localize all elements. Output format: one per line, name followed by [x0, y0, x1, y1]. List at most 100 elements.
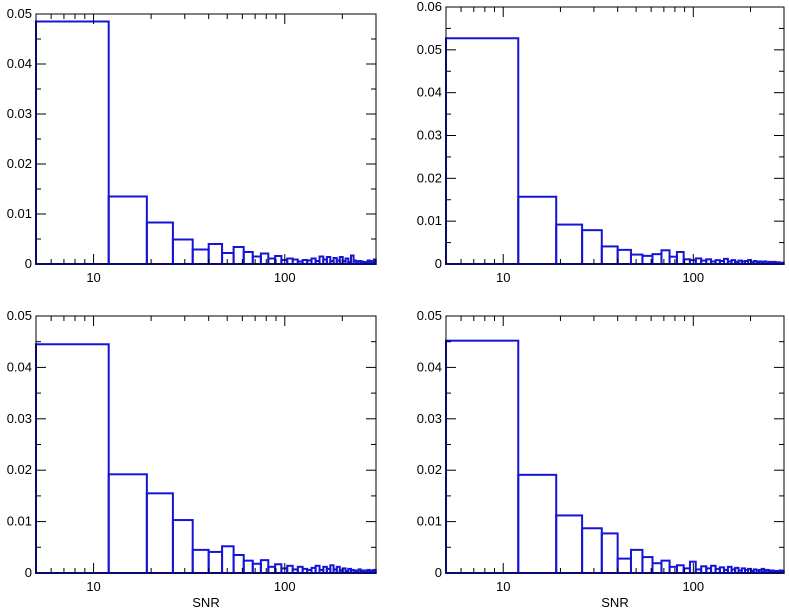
histogram-bar [171, 238, 194, 265]
histogram-bar [207, 243, 224, 265]
y-axis-ticks [36, 315, 376, 574]
y-tick-label: 0.01 [417, 514, 442, 529]
y-tick-label: 0.02 [417, 170, 442, 185]
histogram-bar [517, 195, 558, 265]
plot-frame [445, 315, 785, 574]
y-axis-ticks [446, 6, 784, 265]
x-tick-label: 100 [682, 270, 704, 285]
x-tick-label: 10 [496, 579, 510, 594]
histogram-bar [145, 492, 174, 574]
histogram-bar [555, 223, 584, 265]
x-axis-ticks [445, 316, 785, 573]
y-tick-label: 0.05 [417, 308, 442, 323]
histogram-bar [600, 532, 619, 574]
histogram-bar [660, 249, 671, 265]
histogram-panel-bottom-left: 0 0.01 0.02 0.03 0.04 0.05 10 100 SNR [7, 308, 377, 610]
histogram-bar [259, 252, 270, 265]
histogram-bar [251, 255, 262, 265]
x-axis-label: SNR [192, 595, 219, 610]
histogram-bar [251, 562, 262, 574]
y-axis-ticks [446, 315, 784, 574]
x-axis-ticks [35, 14, 377, 264]
plot-frame [35, 13, 377, 265]
histogram-bars [445, 339, 785, 575]
y-tick-label: 0.05 [7, 6, 32, 21]
histogram-bar [242, 559, 254, 574]
histogram-bar [675, 564, 685, 574]
histogram-bar [445, 37, 520, 265]
histogram-bar [207, 550, 224, 574]
histogram-bar [651, 562, 663, 574]
y-axis-ticks [36, 13, 376, 265]
y-tick-label: 0 [25, 565, 32, 580]
y-tick-label: 0.05 [7, 308, 32, 323]
histogram-panel-top-right: 0 0.01 0.02 0.03 0.04 0.05 0.06 10 100 [417, 0, 785, 285]
y-tick-label: 0.03 [7, 106, 32, 121]
histogram-bar [581, 527, 603, 575]
x-tick-label: 100 [274, 270, 296, 285]
y-tick-label: 0.01 [7, 206, 32, 221]
y-tick-label: 0.03 [7, 411, 32, 426]
y-tick-label: 0.04 [7, 56, 32, 71]
histogram-bar [600, 245, 619, 266]
histogram-bar [221, 545, 235, 575]
y-tick-label: 0.03 [417, 411, 442, 426]
y-tick-label: 0.03 [417, 128, 442, 143]
histogram-panel-bottom-right: 0 0.01 0.02 0.03 0.04 0.05 10 100 SNR [417, 308, 785, 610]
y-tick-label: 0 [435, 565, 442, 580]
histogram-bar [616, 248, 632, 265]
histogram-bar [555, 514, 584, 574]
histogram-bar [171, 519, 194, 574]
x-tick-label: 10 [86, 579, 100, 594]
x-axis-tick-labels: 10 100 [496, 579, 704, 594]
y-axis-tick-labels: 0 0.01 0.02 0.03 0.04 0.05 [417, 308, 442, 580]
histogram-bar [107, 195, 148, 265]
histogram-bar [267, 565, 277, 575]
y-tick-label: 0.04 [417, 85, 442, 100]
histogram-bar [221, 252, 235, 265]
histogram-bar [35, 20, 110, 265]
histogram-bar [660, 559, 671, 574]
y-tick-label: 0 [435, 256, 442, 271]
histogram-bar [267, 257, 277, 265]
y-tick-label: 0.04 [7, 359, 32, 374]
histogram-bar [651, 253, 663, 265]
histogram-bar [445, 339, 520, 575]
y-tick-label: 0.06 [417, 0, 442, 14]
x-tick-label: 100 [274, 579, 296, 594]
plot-frame [35, 315, 377, 574]
histogram-bar [675, 251, 685, 265]
histogram-bar [259, 559, 270, 575]
histogram-bars [35, 343, 377, 575]
histogram-bar [629, 253, 644, 266]
histogram-bar [107, 473, 148, 574]
plot-frame [445, 6, 785, 265]
y-tick-label: 0 [25, 256, 32, 271]
histogram-bar [35, 343, 110, 574]
x-axis-label: SNR [601, 595, 628, 610]
y-tick-label: 0.04 [417, 359, 442, 374]
y-tick-label: 0.01 [417, 213, 442, 228]
histogram-bar [668, 255, 678, 266]
x-tick-label: 100 [682, 579, 704, 594]
histogram-bars [445, 37, 785, 266]
histogram-bar [145, 221, 174, 265]
y-tick-label: 0.02 [417, 462, 442, 477]
histogram-bars [35, 20, 377, 265]
y-axis-tick-labels: 0 0.01 0.02 0.03 0.04 0.05 [7, 6, 32, 271]
histogram-bar [372, 258, 377, 265]
histogram-bar [517, 473, 558, 574]
x-axis-tick-labels: 10 100 [86, 579, 295, 594]
histogram-panel-top-left: 0 0.01 0.02 0.03 0.04 0.05 10 100 [7, 6, 377, 285]
x-axis-tick-labels: 10 100 [86, 270, 295, 285]
y-tick-label: 0.05 [417, 42, 442, 57]
y-axis-tick-labels: 0 0.01 0.02 0.03 0.04 0.05 [7, 308, 32, 580]
x-axis-ticks [35, 316, 377, 573]
histogram-bar [191, 248, 210, 265]
x-axis-tick-labels: 10 100 [496, 270, 704, 285]
x-tick-label: 10 [496, 270, 510, 285]
y-axis-tick-labels: 0 0.01 0.02 0.03 0.04 0.05 0.06 [417, 0, 442, 271]
histogram-bar [581, 229, 603, 266]
histogram-bar [242, 251, 254, 265]
